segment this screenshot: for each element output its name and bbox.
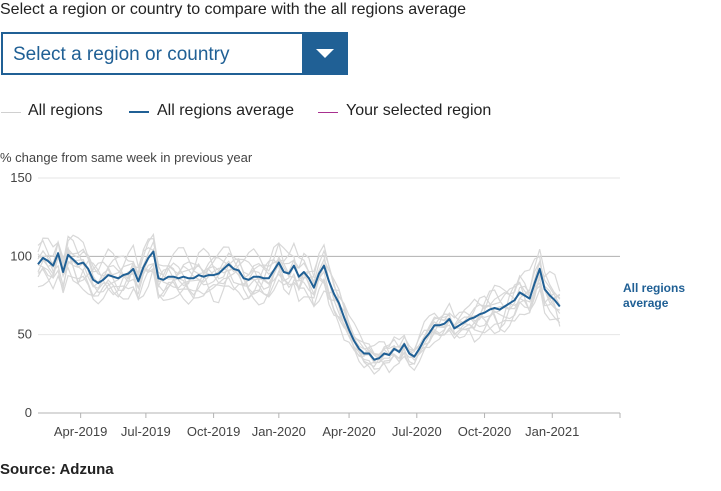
end-label-average: average — [623, 296, 669, 310]
line-chart: 0 50 100 150 Apr-2019 Jul-2019 Oct-2019 Jan-202… — [10, 170, 685, 439]
chart-axes — [38, 412, 621, 418]
x-tick-label: Jul-2019 — [121, 424, 171, 439]
chart-labels: 0 50 100 150 Apr-2019 Jul-2019 Oct-2019 Jan-202… — [10, 170, 685, 439]
y-tick-label: 50 — [18, 327, 32, 342]
x-tick-label: Apr-2020 — [322, 424, 375, 439]
legend-swatch-selected-region — [318, 112, 338, 113]
x-tick-label: Jul-2020 — [392, 424, 442, 439]
region-line — [37, 249, 561, 365]
average-line-group — [37, 250, 561, 361]
x-tick-label: Jan-2021 — [525, 424, 579, 439]
x-tick-label: Jan-2020 — [252, 424, 306, 439]
y-axis-label: % change from same week in previous year — [0, 150, 253, 165]
region-lines — [37, 232, 561, 375]
legend-label: Your selected region — [346, 102, 492, 119]
y-tick-label: 100 — [10, 248, 32, 263]
end-label-average: All regions — [623, 281, 685, 295]
legend-swatch-average — [129, 111, 149, 113]
legend-swatch-all-regions — [1, 112, 21, 113]
region-line — [37, 239, 561, 357]
x-tick-label: Oct-2019 — [187, 424, 240, 439]
region-line — [37, 260, 560, 375]
region-prompt: Select a region or country to compare wi… — [0, 1, 467, 18]
region-select[interactable]: Select a region or country — [1, 32, 348, 75]
chevron-down-icon — [316, 49, 334, 58]
y-tick-label: 0 — [25, 405, 32, 420]
region-select-toggle[interactable] — [302, 32, 348, 75]
average-line — [37, 250, 561, 361]
region-line — [37, 235, 561, 368]
region-line — [37, 232, 561, 359]
x-tick-label: Oct-2020 — [458, 424, 511, 439]
region-select-value: Select a region or country — [13, 44, 230, 65]
legend-label: All regions average — [157, 102, 294, 119]
legend-label: All regions — [28, 102, 103, 119]
y-tick-label: 150 — [10, 170, 32, 185]
source-note: Source: Adzuna — [0, 461, 114, 478]
chart-gridlines — [38, 177, 620, 336]
x-tick-label: Apr-2019 — [54, 424, 107, 439]
